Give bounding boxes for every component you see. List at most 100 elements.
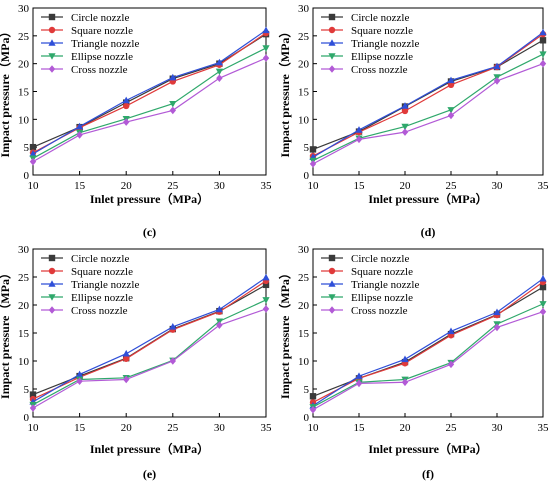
y-tick-label: 30 [18, 3, 30, 15]
data-point [29, 391, 37, 398]
data-point [169, 106, 176, 115]
legend-marker [48, 267, 56, 275]
data-point [539, 274, 547, 282]
data-point [309, 146, 317, 153]
legend-label: Triangle nozzle [351, 279, 419, 291]
x-tick-label: 30 [492, 422, 504, 434]
x-tick-label: 35 [261, 422, 273, 434]
y-tick-label: 5 [24, 384, 30, 396]
data-point [29, 404, 37, 412]
legend-marker [328, 306, 336, 314]
series-line [32, 33, 267, 148]
series-line [32, 308, 267, 409]
data-point [447, 76, 455, 84]
series-line [312, 278, 544, 407]
legend-label: Square nozzle [71, 266, 133, 278]
legend-marker [48, 65, 56, 73]
legend-marker [48, 280, 56, 287]
x-tick-label: 10 [28, 422, 40, 434]
data-point [355, 126, 363, 133]
legend-marker [328, 280, 336, 287]
legend-label: Circle nozzle [71, 12, 129, 24]
series-line [312, 281, 544, 403]
x-tick-label: 35 [538, 180, 550, 192]
data-point [76, 131, 83, 139]
data-point [355, 372, 363, 379]
x-tick-label: 15 [354, 180, 366, 192]
legend-label: Triangle nozzle [71, 38, 139, 50]
x-tick-label: 20 [400, 180, 412, 192]
data-point [309, 393, 317, 400]
y-tick-label: 5 [304, 142, 310, 154]
data-point [401, 123, 409, 131]
data-point [216, 321, 223, 329]
chart-panel-c: 10 15 20 25 30 35 0 5 10 15 20 25 30 Inlet pressure（M… [0, 3, 272, 239]
legend-label: Ellipse nozzle [351, 292, 413, 304]
data-point [309, 160, 317, 168]
legend-marker [48, 39, 56, 46]
legend-marker [48, 294, 56, 301]
legend-label: Cross nozzle [351, 305, 408, 317]
data-point [447, 81, 455, 89]
series-line [32, 57, 267, 163]
data-point [401, 378, 409, 387]
y-tick-label: 20 [18, 59, 30, 71]
x-tick-label: 10 [28, 180, 40, 192]
data-point [355, 379, 363, 388]
series-line [312, 53, 544, 162]
legend-label: Cross nozzle [351, 64, 408, 76]
data-point [309, 405, 317, 414]
plot-frame [312, 248, 544, 418]
x-tick-label: 15 [74, 422, 86, 434]
series-line [32, 277, 267, 403]
x-tick-label: 10 [308, 180, 320, 192]
data-point [401, 107, 409, 115]
data-point [401, 128, 409, 136]
data-point [401, 355, 409, 363]
y-tick-label: 25 [298, 272, 310, 284]
series-line [32, 47, 267, 159]
x-axis-label: Inlet pressure（MPa） [90, 441, 209, 456]
y-tick-label: 15 [18, 328, 30, 340]
legend-marker [328, 39, 336, 46]
x-tick-label: 20 [121, 422, 133, 434]
data-point [262, 281, 270, 289]
data-point [215, 305, 223, 313]
y-tick-label: 25 [18, 31, 30, 43]
legend-label: Ellipse nozzle [71, 51, 133, 63]
data-point [262, 54, 270, 62]
legend-marker [328, 294, 336, 301]
y-tick-label: 0 [304, 170, 310, 182]
x-tick-label: 30 [492, 180, 504, 192]
data-point [76, 370, 84, 378]
y-tick-label: 5 [304, 384, 310, 396]
data-point [539, 51, 547, 59]
data-point [262, 297, 270, 304]
legend-marker [48, 254, 56, 262]
x-tick-label: 20 [121, 180, 133, 192]
data-point [169, 100, 177, 108]
data-point [447, 360, 455, 369]
data-point [447, 107, 455, 114]
x-axis-label: Inlet pressure（MPa） [368, 441, 487, 456]
x-tick-label: 30 [214, 180, 226, 192]
x-axis-label: Inlet pressure（MPa） [90, 191, 209, 206]
data-point [169, 73, 177, 81]
data-point [216, 74, 223, 82]
legend-label: Square nozzle [351, 25, 413, 37]
data-point [539, 59, 547, 68]
y-tick-label: 10 [298, 114, 310, 126]
legend-marker [328, 267, 336, 275]
y-tick-label: 0 [24, 170, 30, 182]
x-tick-label: 35 [538, 422, 550, 434]
y-tick-label: 0 [24, 412, 30, 424]
data-point [539, 307, 547, 316]
series-line [32, 29, 267, 155]
data-point [29, 143, 37, 151]
y-tick-label: 20 [18, 300, 30, 312]
legend-label: Triangle nozzle [351, 38, 419, 50]
y-axis-label: Impact pressure（MPa） [277, 267, 292, 399]
